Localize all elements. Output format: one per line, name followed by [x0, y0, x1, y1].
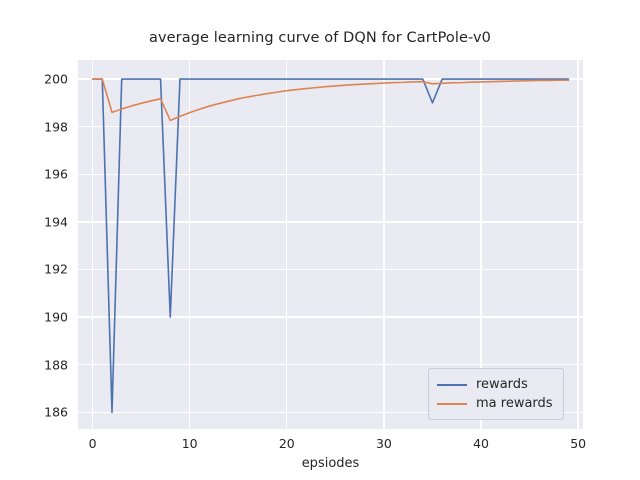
legend-swatch-icon: [437, 383, 467, 386]
legend-item[interactable]: rewards: [437, 375, 553, 394]
x-tick-label: 10: [181, 436, 198, 451]
y-tick-label: 198: [44, 119, 68, 135]
y-tick-label: 194: [44, 214, 68, 230]
x-tick-label: 30: [375, 436, 392, 451]
gridline-vertical: [286, 60, 288, 429]
gridline-horizontal: [78, 364, 583, 366]
legend-label: ma rewards: [476, 396, 553, 411]
gridline-horizontal: [78, 316, 583, 318]
data-series-layer: [91, 78, 570, 414]
gridline-vertical: [91, 60, 94, 429]
gridline-vertical: [189, 60, 191, 429]
y-tick-label: 200: [44, 71, 68, 87]
x-tick-label: 50: [570, 436, 587, 451]
x-axis-label: epsiodes: [301, 456, 360, 471]
gridline-vertical: [383, 60, 385, 429]
x-tick-label: 0: [88, 436, 97, 451]
legend[interactable]: rewards ma rewards: [428, 368, 564, 420]
gridline-horizontal: [78, 126, 583, 128]
x-tick-label: 40: [473, 436, 489, 451]
gridline-vertical: [480, 60, 482, 429]
y-tick-label: 188: [44, 357, 68, 373]
chart-title: average learning curve of DQN for CartPo…: [149, 30, 491, 46]
series-line-rewards: [91, 78, 570, 414]
y-tick-label: 190: [44, 309, 68, 325]
y-tick-label: 192: [44, 261, 68, 277]
x-tick-label: 20: [278, 436, 295, 451]
legend-label: rewards: [476, 377, 528, 392]
gridline-horizontal: [78, 173, 583, 175]
gridline-horizontal: [78, 268, 583, 271]
y-tick-label: 186: [44, 404, 68, 420]
gridline-vertical: [577, 60, 579, 429]
series-line-ma-rewards: [91, 78, 570, 122]
gridline-horizontal: [78, 221, 583, 223]
plot-area: [78, 60, 583, 429]
legend-swatch-icon: [437, 402, 467, 405]
gridline-horizontal: [78, 411, 583, 413]
legend-item[interactable]: ma rewards: [437, 394, 553, 413]
y-tick-label: 196: [44, 166, 68, 182]
